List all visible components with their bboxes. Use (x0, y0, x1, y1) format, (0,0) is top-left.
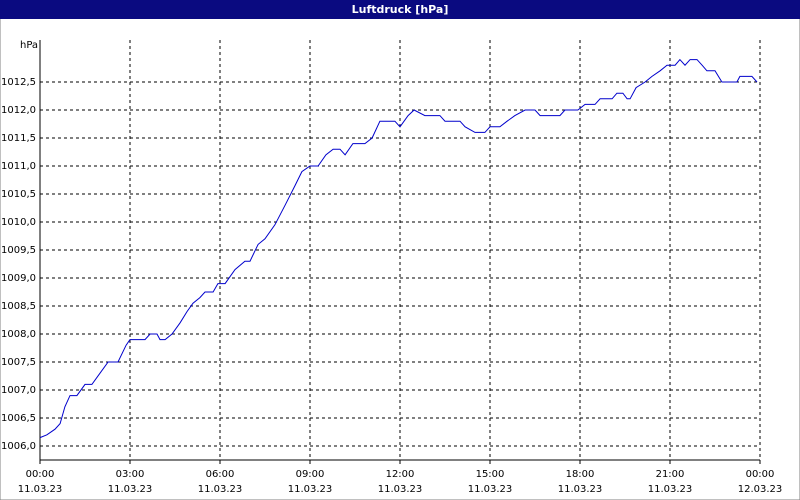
y-tick-label: 1012,0 (1, 105, 36, 116)
x-tick-label: 12:00 (386, 469, 415, 480)
y-tick-label: 1010,0 (1, 217, 36, 228)
x-tick-label: 21:00 (656, 469, 685, 480)
x-tick-date: 11.03.23 (468, 484, 513, 495)
y-tick-label: 1007,5 (1, 357, 36, 368)
y-tick-label: 1009,0 (1, 273, 36, 284)
y-tick-label: 1008,0 (1, 329, 36, 340)
y-tick-label: 1008,5 (1, 301, 36, 312)
x-tick-date: 11.03.23 (558, 484, 603, 495)
x-tick-label: 15:00 (476, 469, 505, 480)
x-tick-date: 11.03.23 (648, 484, 693, 495)
y-tick-label: 1011,5 (1, 133, 36, 144)
y-unit: hPa (20, 40, 38, 51)
x-tick-date: 12.03.23 (738, 484, 783, 495)
x-tick-label: 09:00 (296, 469, 325, 480)
title-bar (0, 0, 800, 19)
x-tick-date: 11.03.23 (198, 484, 243, 495)
y-tick-label: 1006,5 (1, 413, 36, 424)
x-tick-label: 06:00 (206, 469, 235, 480)
y-tick-label: 1012,5 (1, 77, 36, 88)
y-tick-label: 1009,5 (1, 245, 36, 256)
x-tick-date: 11.03.23 (18, 484, 63, 495)
y-tick-label: 1010,5 (1, 189, 36, 200)
x-tick-date: 11.03.23 (378, 484, 423, 495)
line-series (39, 58, 758, 439)
x-tick-date: 11.03.23 (108, 484, 153, 495)
y-tick-label: 1006,0 (1, 441, 36, 452)
x-tick-label: 18:00 (566, 469, 595, 480)
x-tick-label: 03:00 (116, 469, 145, 480)
y-tick-label: 1011,0 (1, 161, 36, 172)
x-tick-date: 11.03.23 (288, 484, 333, 495)
y-tick-label: 1007,0 (1, 385, 36, 396)
chart-title: Luftdruck [hPa] (352, 3, 449, 16)
x-tick-label: 00:00 (746, 469, 775, 480)
x-tick-label: 00:00 (26, 469, 55, 480)
